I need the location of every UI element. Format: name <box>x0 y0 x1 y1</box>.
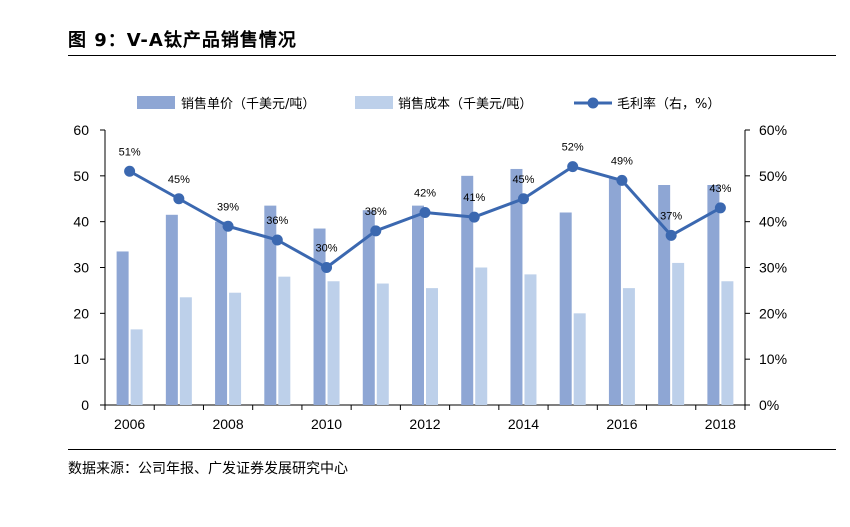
margin-data-label: 43% <box>709 183 731 195</box>
figure-title: 图 9：V-A钛产品销售情况 <box>68 30 297 51</box>
bar-price <box>608 178 621 405</box>
legend-label-cost: 销售成本（千美元/吨） <box>398 96 532 112</box>
margin-data-label: 39% <box>217 201 239 213</box>
margin-data-label: 51% <box>119 146 141 158</box>
bar-price <box>264 205 277 405</box>
bar-cost <box>622 288 635 405</box>
bar-price <box>707 185 720 405</box>
y-left-tick-label: 50 <box>73 168 89 184</box>
margin-point <box>665 229 677 241</box>
bar-price <box>412 205 424 405</box>
bar-cost <box>130 329 143 405</box>
y-right-tick-label: 50% <box>759 168 787 184</box>
margin-data-label: 30% <box>316 243 338 255</box>
bar-cost <box>229 292 242 405</box>
bar-price <box>510 168 523 405</box>
x-tick-label: 2008 <box>212 416 243 432</box>
x-tick-label: 2018 <box>705 416 736 432</box>
legend-swatch-cost <box>355 96 393 109</box>
bar-cost <box>327 281 340 405</box>
y-left-tick-label: 0 <box>81 397 89 413</box>
margin-point <box>173 193 185 205</box>
y-right-tick-label: 10% <box>759 351 787 367</box>
bar-cost <box>179 297 192 405</box>
bar-price <box>559 212 572 405</box>
bars <box>116 168 734 405</box>
margin-point <box>222 220 234 232</box>
margin-point <box>714 202 726 214</box>
bar-cost <box>524 274 537 405</box>
bar-cost <box>475 267 488 405</box>
bar-price <box>461 175 474 405</box>
margin-data-label: 41% <box>463 192 485 204</box>
legend-swatch-price <box>137 96 175 109</box>
bar-price <box>215 221 228 405</box>
margin-data-label: 45% <box>512 174 534 186</box>
legend-label-margin: 毛利率（右，%） <box>617 96 720 112</box>
title-rule <box>68 55 836 56</box>
bar-cost <box>573 313 586 405</box>
bar-price <box>658 185 671 405</box>
y-left-tick-label: 20 <box>73 305 89 321</box>
bar-price <box>313 228 326 405</box>
y-right-tick-label: 40% <box>759 214 787 230</box>
x-tick-label: 2010 <box>311 416 342 432</box>
axes: 0 10 20 30 40 50 60 0% 10% 20% 30% 40% 50% 60% 2006 200… <box>73 122 787 432</box>
bar-cost <box>376 283 389 405</box>
source-note: 数据来源：公司年报、广发证券发展研究中心 <box>68 461 348 477</box>
y-left-tick-label: 30 <box>73 260 89 276</box>
margin-data-label: 38% <box>365 206 387 218</box>
x-tick-label: 2012 <box>409 416 440 432</box>
margin-data-label: 37% <box>660 210 682 222</box>
margin-data-label: 45% <box>168 174 190 186</box>
y-right-tick-label: 20% <box>759 305 787 321</box>
y-right-tick-label: 0% <box>759 397 779 413</box>
y-right-tick-label: 60% <box>759 122 787 138</box>
margin-point <box>517 193 529 205</box>
legend: 销售单价（千美元/吨） 销售成本（千美元/吨） 毛利率（右，%） <box>137 96 720 112</box>
legend-label-price: 销售单价（千美元/吨） <box>181 96 315 112</box>
x-tick-label: 2006 <box>114 416 145 432</box>
x-tick-label: 2014 <box>508 416 539 432</box>
margin-point <box>616 174 628 186</box>
margin-data-label: 52% <box>562 142 584 154</box>
bar-cost <box>278 276 291 405</box>
bar-price <box>362 210 375 405</box>
bar-price <box>165 214 178 405</box>
margin-point <box>468 211 480 223</box>
margin-line-series: 51% 45% 39% 36% 30% 38% 42% 41% 45% 52% 49% 37% 43% <box>119 142 732 273</box>
margin-data-label: 49% <box>611 155 633 167</box>
y-left-tick-label: 60 <box>73 122 89 138</box>
legend-swatch-margin-point <box>587 97 599 109</box>
margin-point <box>370 225 382 237</box>
y-left-tick-label: 40 <box>73 214 89 230</box>
source-rule <box>68 449 836 450</box>
margin-point <box>271 234 283 246</box>
margin-data-label: 36% <box>266 215 288 227</box>
y-right-tick-label: 30% <box>759 260 787 276</box>
x-tick-label: 2016 <box>606 416 637 432</box>
bar-cost <box>721 281 734 405</box>
bar-cost <box>672 262 685 405</box>
y-left-tick-label: 10 <box>73 351 89 367</box>
margin-point <box>321 262 333 273</box>
margin-point <box>124 165 136 177</box>
bar-cost <box>426 288 438 405</box>
margin-point <box>567 161 579 173</box>
bar-price <box>116 251 129 405</box>
margin-point <box>419 207 431 218</box>
margin-data-label: 42% <box>414 188 436 200</box>
